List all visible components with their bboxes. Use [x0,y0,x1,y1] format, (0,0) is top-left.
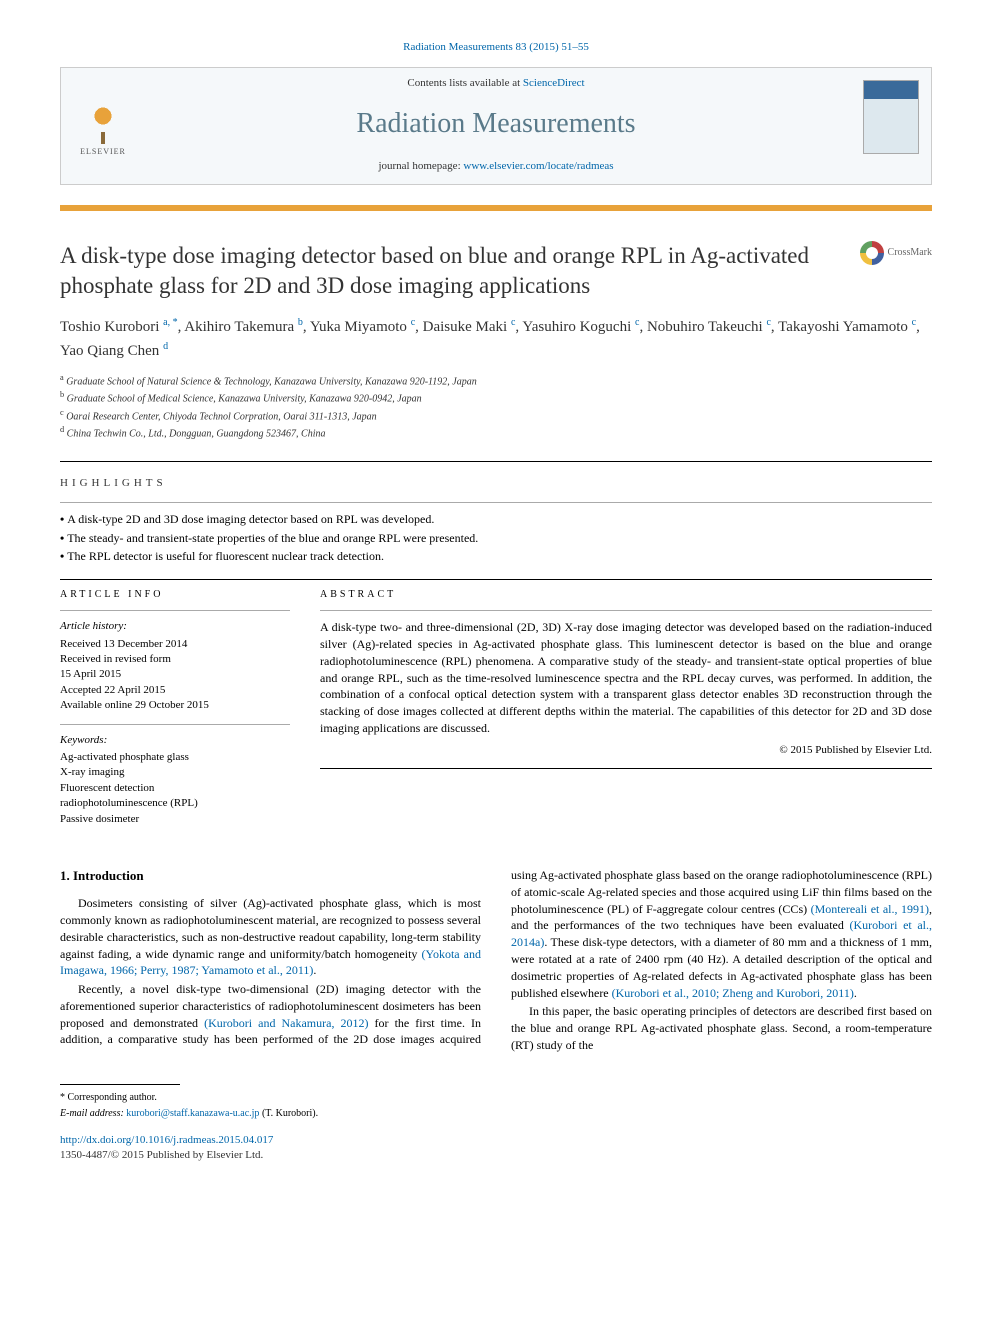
highlight-item: A disk-type 2D and 3D dose imaging detec… [60,511,932,528]
history-line: Available online 29 October 2015 [60,698,290,713]
elsevier-label: ELSEVIER [80,146,126,157]
issn-line: 1350-4487/© 2015 Published by Elsevier L… [60,1148,932,1163]
doi-link[interactable]: http://dx.doi.org/10.1016/j.radmeas.2015… [60,1134,273,1146]
journal-name: Radiation Measurements [61,96,931,155]
affiliation-line: d China Techwin Co., Ltd., Dongguan, Gua… [60,424,932,441]
keyword-line: Ag-activated phosphate glass [60,750,290,765]
rule [60,461,932,462]
article-info-column: article info Article history: Received 1… [60,588,290,827]
rule [60,579,932,580]
rule [320,610,932,611]
history-line: Accepted 22 April 2015 [60,683,290,698]
abstract-label: abstract [320,588,932,602]
intro-paragraph: Dosimeters consisting of silver (Ag)-act… [60,895,481,979]
citation-line: Radiation Measurements 83 (2015) 51–55 [60,40,932,55]
history-line: 15 April 2015 [60,667,290,682]
crossmark-label: CrossMark [888,246,932,260]
email-suffix: (T. Kurobori). [259,1108,318,1119]
accent-bar [60,205,932,211]
homepage-line: journal homepage: www.elsevier.com/locat… [61,155,931,184]
history-text: Received 13 December 2014Received in rev… [60,637,290,714]
introduction-body: 1. Introduction Dosimeters consisting of… [60,867,932,1054]
affiliations: a Graduate School of Natural Science & T… [60,372,932,441]
highlight-item: The RPL detector is useful for fluoresce… [60,548,932,565]
homepage-prefix: journal homepage: [378,160,463,172]
affiliation-line: a Graduate School of Natural Science & T… [60,372,932,389]
journal-cover-thumbnail [863,80,919,154]
sciencedirect-link[interactable]: ScienceDirect [523,77,585,89]
history-label: Article history: [60,619,290,634]
keyword-line: Fluorescent detection [60,781,290,796]
footer-rule [60,1084,180,1085]
keyword-line: Passive dosimeter [60,812,290,827]
keywords-text: Ag-activated phosphate glassX-ray imagin… [60,750,290,827]
journal-header: ELSEVIER Contents lists available at Sci… [60,67,932,185]
abstract-column: abstract A disk-type two- and three-dime… [320,588,932,827]
author-list: Toshio Kurobori a, *, Akihiro Takemura b… [60,315,932,362]
highlights-label: highlights [60,476,932,491]
rule [320,768,932,769]
email-label: E-mail address: [60,1108,126,1119]
history-line: Received in revised form [60,652,290,667]
affiliation-line: c Oarai Research Center, Chiyoda Technol… [60,407,932,424]
footer-block: * Corresponding author. E-mail address: … [60,1084,932,1164]
intro-paragraph: In this paper, the basic operating princ… [511,1003,932,1053]
corresponding-author: * Corresponding author. [60,1091,932,1105]
highlights-list: A disk-type 2D and 3D dose imaging detec… [60,511,932,565]
keyword-line: radiophotoluminescence (RPL) [60,796,290,811]
rule [60,724,290,725]
elsevier-logo: ELSEVIER [73,91,133,161]
reference-link[interactable]: (Kurobori et al., 2010; Zheng and Kurobo… [612,986,854,1000]
elsevier-tree-icon [83,96,123,136]
highlight-item: The steady- and transient-state properti… [60,530,932,547]
reference-link[interactable]: (Montereali et al., 1991) [811,902,929,916]
email-link[interactable]: kurobori@staff.kanazawa-u.ac.jp [126,1108,259,1119]
keyword-line: X-ray imaging [60,765,290,780]
contents-available-line: Contents lists available at ScienceDirec… [61,68,931,95]
email-line: E-mail address: kurobori@staff.kanazawa-… [60,1107,932,1121]
reference-link[interactable]: (Kurobori and Nakamura, 2012) [204,1016,368,1030]
abstract-text: A disk-type two- and three-dimensional (… [320,619,932,737]
copyright-line: © 2015 Published by Elsevier Ltd. [320,743,932,758]
intro-text: Dosimeters consisting of silver (Ag)-act… [60,896,481,960]
rule [60,502,932,503]
article-title: A disk-type dose imaging detector based … [60,241,860,301]
history-line: Received 13 December 2014 [60,637,290,652]
intro-heading: 1. Introduction [60,867,481,885]
crossmark-badge[interactable]: CrossMark [860,241,932,265]
rule [60,610,290,611]
affiliation-line: b Graduate School of Medical Science, Ka… [60,389,932,406]
keywords-label: Keywords: [60,733,290,748]
article-info-label: article info [60,588,290,602]
contents-prefix: Contents lists available at [407,77,522,89]
crossmark-icon [860,241,884,265]
homepage-link[interactable]: www.elsevier.com/locate/radmeas [463,160,613,172]
doi-line: http://dx.doi.org/10.1016/j.radmeas.2015… [60,1133,932,1148]
